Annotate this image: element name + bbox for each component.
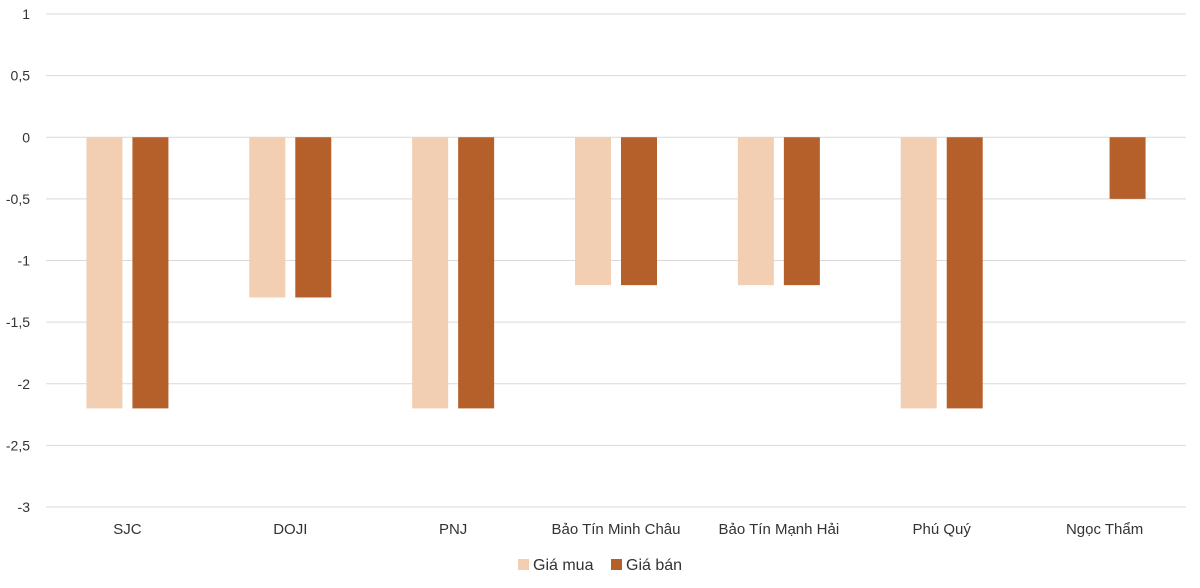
bar-gia-ban bbox=[621, 137, 657, 286]
x-category-label: Phú Quý bbox=[913, 521, 972, 538]
bar-gia-ban bbox=[1109, 137, 1146, 199]
y-axis-tick-labels: 1 0,5 0 -0,5 -1 -1,5 -2 -2,5 -3 bbox=[6, 6, 30, 515]
x-category-label: Bảo Tín Mạnh Hải bbox=[719, 521, 840, 538]
y-tick-label: -3 bbox=[18, 499, 31, 515]
legend-label: Giá mua bbox=[533, 557, 594, 574]
bars bbox=[86, 137, 1146, 409]
bar-gia-mua bbox=[412, 137, 449, 409]
x-axis-category-labels: SJC DOJI PNJ Bảo Tín Minh Châu Bảo Tín Mạnh … bbox=[113, 521, 1143, 538]
bar-gia-mua bbox=[575, 137, 611, 286]
legend-label: Giá bán bbox=[626, 557, 682, 574]
y-tick-label: 1 bbox=[22, 6, 30, 22]
y-tick-label: 0,5 bbox=[11, 68, 31, 84]
x-category-label: SJC bbox=[113, 521, 142, 538]
bar-gia-ban bbox=[132, 137, 169, 409]
y-tick-label: -1 bbox=[18, 253, 31, 269]
bar-gia-mua bbox=[249, 137, 286, 298]
x-category-label: PNJ bbox=[439, 521, 467, 538]
x-category-label: DOJI bbox=[273, 521, 307, 538]
legend: Giá mua Giá bán bbox=[518, 557, 682, 574]
x-category-label: Ngọc Thẩm bbox=[1066, 521, 1143, 538]
bar-gia-mua bbox=[86, 137, 123, 409]
legend-swatch bbox=[518, 559, 529, 570]
gridlines bbox=[46, 13, 1186, 508]
bar-gia-mua bbox=[900, 137, 937, 409]
bar-gia-ban bbox=[946, 137, 983, 409]
y-tick-label: 0 bbox=[22, 129, 30, 145]
legend-swatch bbox=[611, 559, 622, 570]
bar-gia-mua bbox=[737, 137, 774, 286]
bar-gia-ban bbox=[295, 137, 332, 298]
y-tick-label: -1,5 bbox=[6, 314, 30, 330]
bar-gia-ban bbox=[458, 137, 495, 409]
bar-gia-ban bbox=[783, 137, 820, 286]
x-category-label: Bảo Tín Minh Châu bbox=[552, 521, 681, 538]
y-tick-label: -2,5 bbox=[6, 437, 30, 453]
y-tick-label: -2 bbox=[18, 376, 31, 392]
y-tick-label: -0,5 bbox=[6, 191, 30, 207]
